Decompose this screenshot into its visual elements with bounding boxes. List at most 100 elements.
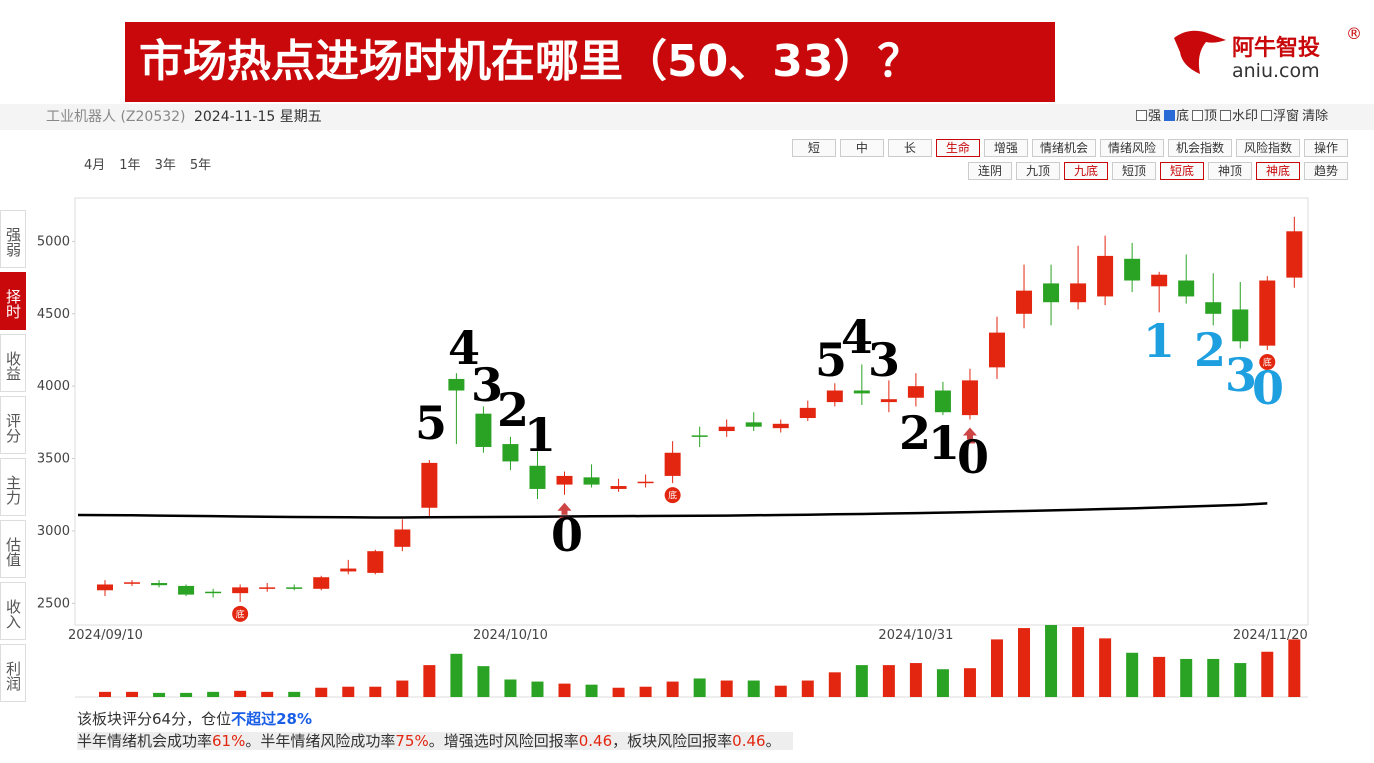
- candle-body: [799, 407, 816, 419]
- x-tick-label: 2024/11/20: [1233, 628, 1308, 643]
- volume-bar: [1207, 658, 1220, 697]
- y-tick-label: 2500: [37, 596, 70, 611]
- bottom-marker: [664, 487, 681, 504]
- side-tab[interactable]: 收入: [0, 582, 26, 640]
- candle-body: [205, 591, 222, 594]
- candle-body: [502, 444, 519, 462]
- option[interactable]: 水印: [1220, 104, 1258, 130]
- arrow-bar: [559, 516, 570, 519]
- text: 。: [765, 732, 781, 750]
- side-tab[interactable]: 强弱: [0, 210, 26, 268]
- y-tick-label: 5000: [37, 234, 70, 249]
- checkbox[interactable]: [1261, 110, 1273, 121]
- candle-body: [583, 477, 600, 485]
- indicator-button[interactable]: 神底: [1256, 162, 1300, 180]
- side-tab[interactable]: 估值: [0, 520, 26, 578]
- volume-bar: [180, 692, 193, 697]
- candle-body: [178, 585, 195, 595]
- candle-body: [259, 587, 276, 589]
- indicator-button[interactable]: 长: [887, 139, 932, 157]
- candle-body: [853, 390, 870, 394]
- candle-body: [1016, 290, 1033, 314]
- volume-bar: [612, 687, 625, 697]
- volume-bar: [315, 687, 328, 697]
- indicator-button[interactable]: 机会指数: [1167, 139, 1232, 157]
- indicator-button[interactable]: 增强: [983, 139, 1028, 157]
- volume-bar: [963, 668, 976, 697]
- checkbox[interactable]: [1220, 110, 1232, 121]
- side-tab[interactable]: 择时: [0, 272, 26, 330]
- candle-body: [988, 332, 1005, 368]
- option[interactable]: 底: [1164, 104, 1189, 130]
- up-arrow: [557, 502, 572, 515]
- side-tab[interactable]: 主力: [0, 458, 26, 516]
- period[interactable]: 3年: [154, 158, 176, 173]
- period[interactable]: 4月: [84, 158, 106, 173]
- text: 半年情绪机会成功率: [77, 732, 213, 750]
- option[interactable]: 顶: [1192, 104, 1217, 130]
- candle-body: [1124, 258, 1141, 281]
- indicator-button[interactable]: 九顶: [1016, 162, 1060, 180]
- annotation: 0: [551, 508, 583, 562]
- indicator-button[interactable]: 短底: [1160, 162, 1204, 180]
- side-tab[interactable]: 利润: [0, 644, 26, 702]
- annotation: 5: [815, 333, 847, 387]
- x-tick-label: 2024/10/31: [878, 628, 953, 643]
- indicator-button[interactable]: 短: [791, 139, 836, 157]
- annotation: 1: [1143, 314, 1175, 368]
- indicator-button[interactable]: 神顶: [1208, 162, 1252, 180]
- option[interactable]: 强: [1136, 104, 1161, 130]
- indicator-button[interactable]: 情绪机会: [1031, 139, 1096, 157]
- candle-body: [97, 584, 113, 591]
- footer-line1: 该板块评分64分，仓位不超过28%: [77, 708, 793, 730]
- periods: 4月 1年 3年 5年: [84, 154, 211, 173]
- candle-body: [313, 577, 330, 589]
- option[interactable]: 浮窗: [1261, 104, 1299, 130]
- indicator-button[interactable]: 中: [839, 139, 884, 157]
- candle-body: [961, 380, 978, 416]
- text: 。半年情绪风险成功率: [245, 732, 396, 750]
- candle-body: [880, 399, 897, 403]
- candle-body: [1097, 255, 1114, 297]
- indicator-button[interactable]: 风险指数: [1235, 139, 1300, 157]
- annotation: 1: [928, 416, 960, 470]
- candle-body: [286, 587, 303, 589]
- indicator-button[interactable]: 趋势: [1304, 162, 1348, 180]
- annotation: 3: [868, 333, 900, 387]
- date: 2024-11-15 星期五: [193, 109, 322, 125]
- candle-body: [1259, 280, 1276, 346]
- candle-body: [340, 568, 357, 572]
- indicator-button[interactable]: 情绪风险: [1099, 139, 1164, 157]
- side-tab[interactable]: 评分: [0, 396, 26, 454]
- logo: 阿牛智投 ® aniu.com: [1170, 24, 1362, 84]
- banner-title: 市场热点进场时机在哪里（50、33）？: [125, 22, 1055, 102]
- bottom-marker: [232, 605, 249, 622]
- bottom-marker-label: 底: [668, 490, 677, 502]
- candle-body: [718, 426, 735, 432]
- indicator-button[interactable]: 九底: [1064, 162, 1108, 180]
- volume-bar: [828, 672, 841, 697]
- plot-frame: [74, 197, 1309, 626]
- annotation: 2: [899, 406, 931, 460]
- indicator-button[interactable]: 生命: [935, 139, 980, 157]
- candle-body: [124, 582, 141, 584]
- tabs: 强弱 择时 收益 评分 主力 估值 收入 利润: [0, 210, 28, 706]
- clear-button[interactable]: 清除: [1302, 109, 1329, 124]
- checkbox[interactable]: [1164, 110, 1176, 121]
- side-tab[interactable]: 收益: [0, 334, 26, 392]
- period[interactable]: 1年: [119, 158, 141, 173]
- footer: 该板块评分64分，仓位不超过28% 半年情绪机会成功率61%。半年情绪风险成功率…: [77, 708, 793, 752]
- rate: 75%: [395, 732, 429, 750]
- indicator-button[interactable]: 连阴: [968, 162, 1012, 180]
- y-tick-label: 3500: [37, 452, 70, 467]
- period[interactable]: 5年: [189, 158, 212, 173]
- indicator-button[interactable]: 操作: [1304, 139, 1348, 157]
- option-label: 强: [1148, 109, 1162, 124]
- volume-bar: [207, 691, 220, 697]
- logo-name: 阿牛智投: [1232, 36, 1321, 61]
- checkbox[interactable]: [1136, 110, 1147, 121]
- checkbox[interactable]: [1192, 110, 1204, 121]
- indicator-button[interactable]: 短顶: [1112, 162, 1156, 180]
- volume-bar: [1261, 651, 1274, 697]
- volume-bar: [909, 663, 922, 697]
